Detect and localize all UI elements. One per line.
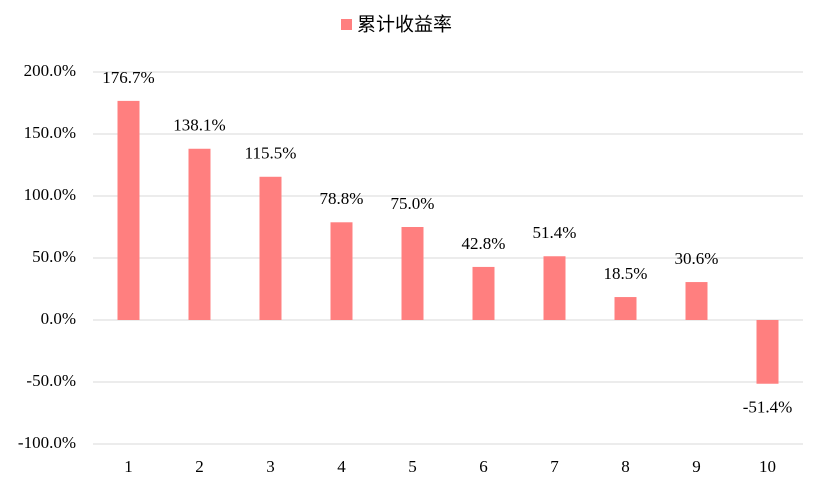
y-tick-label: -100.0% <box>18 433 76 452</box>
bar <box>472 266 495 320</box>
value-label: 138.1% <box>173 116 225 135</box>
x-tick-label: 4 <box>337 457 346 476</box>
bar <box>188 148 211 320</box>
value-label: 176.7% <box>102 68 154 87</box>
bar <box>543 256 566 320</box>
value-label: 30.6% <box>675 249 719 268</box>
x-tick-label: 3 <box>266 457 275 476</box>
y-tick-label: 150.0% <box>24 123 76 142</box>
bar <box>330 222 353 320</box>
x-tick-label: 8 <box>621 457 630 476</box>
legend-swatch <box>341 19 352 30</box>
y-tick-label: 50.0% <box>32 247 76 266</box>
value-label: 51.4% <box>533 223 577 242</box>
value-label: 75.0% <box>391 194 435 213</box>
value-label: 42.8% <box>462 234 506 253</box>
bar <box>756 320 779 384</box>
y-tick-label: 200.0% <box>24 61 76 80</box>
value-label: 115.5% <box>245 144 297 163</box>
y-tick-label: -50.0% <box>26 371 76 390</box>
x-tick-label: 10 <box>759 457 776 476</box>
x-tick-label: 5 <box>408 457 417 476</box>
y-tick-label: 100.0% <box>24 185 76 204</box>
value-label: 78.8% <box>320 189 364 208</box>
bar <box>401 227 424 320</box>
x-tick-label: 1 <box>124 457 133 476</box>
x-tick-label: 7 <box>550 457 559 476</box>
bar <box>117 100 140 320</box>
bar <box>685 282 708 320</box>
y-tick-label: 0.0% <box>41 309 76 328</box>
x-tick-label: 9 <box>692 457 701 476</box>
x-tick-label: 2 <box>195 457 204 476</box>
value-label: 18.5% <box>604 264 648 283</box>
bar <box>614 297 637 320</box>
value-label: -51.4% <box>743 398 793 417</box>
bar <box>259 176 282 320</box>
x-tick-label: 6 <box>479 457 488 476</box>
legend-text: 累计收益率 <box>357 14 452 36</box>
